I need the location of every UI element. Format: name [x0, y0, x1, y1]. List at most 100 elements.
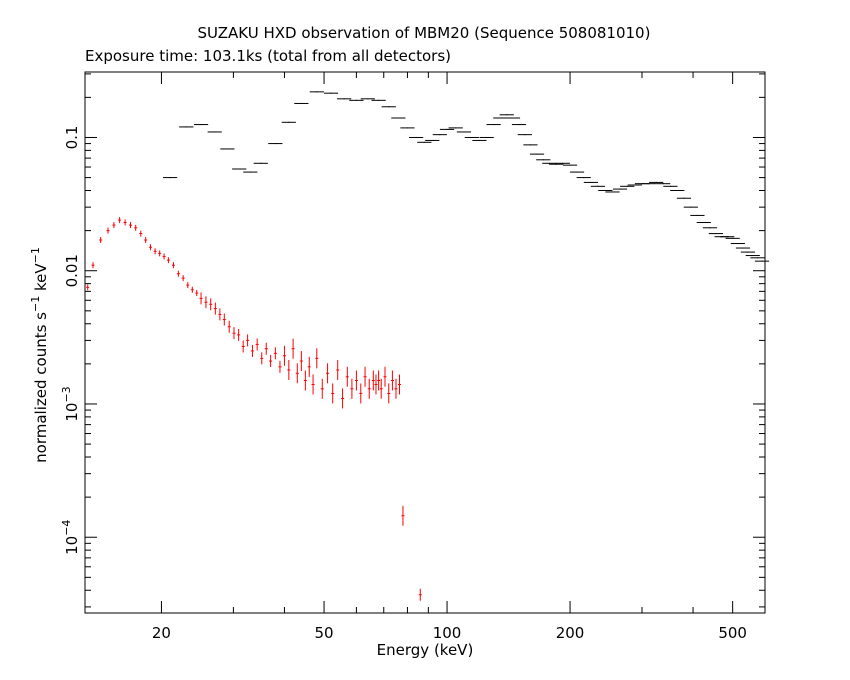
data-point [213, 302, 217, 315]
data-point [241, 340, 245, 353]
plot-frame [84, 71, 766, 614]
data-point [311, 374, 315, 395]
data-point [162, 253, 166, 260]
data-point [106, 227, 110, 234]
data-point [562, 164, 578, 166]
data-point [281, 121, 296, 123]
data-point [381, 106, 396, 108]
data-point [323, 92, 339, 94]
data-point [583, 181, 599, 183]
data-point [129, 222, 133, 229]
data-point [425, 139, 440, 141]
data-point [350, 378, 354, 399]
data-point [663, 185, 678, 187]
data-point [656, 183, 671, 185]
data-point [148, 244, 152, 251]
data-point [696, 222, 711, 224]
data-point [295, 363, 299, 384]
data-point [345, 366, 349, 387]
data-point [432, 134, 447, 136]
data-point [199, 292, 203, 305]
data-point [307, 356, 311, 377]
data-point [144, 237, 148, 244]
data-point [190, 286, 194, 293]
data-point [730, 243, 745, 245]
data-point [181, 275, 185, 282]
data-point [754, 260, 770, 262]
data-point [670, 190, 685, 192]
data-point [255, 338, 259, 351]
data-point [179, 126, 194, 128]
data-point [486, 124, 501, 126]
data-point [708, 233, 724, 235]
data-point [367, 378, 371, 399]
data-point [273, 347, 277, 360]
data-point [725, 237, 740, 239]
chart-title: SUZAKU HXD observation of MBM20 (Sequenc… [198, 24, 651, 42]
data-point [379, 378, 383, 399]
data-point [287, 359, 291, 380]
y-tick-label: 10−4 [60, 520, 81, 555]
x-tick-label: 50 [314, 624, 333, 642]
data-point [232, 168, 247, 170]
data-point [349, 99, 364, 101]
data-point [511, 124, 527, 126]
data-point [401, 505, 405, 526]
data-point [227, 320, 231, 333]
data-point [523, 144, 538, 146]
y-tick-label-exponent: −4 [60, 520, 73, 536]
data-point [377, 370, 381, 391]
y-axis-ticks [85, 73, 765, 608]
data-point [620, 185, 635, 187]
data-point [153, 248, 157, 255]
x-axis-ticks [160, 72, 766, 613]
data-point [641, 183, 657, 185]
data-point [326, 363, 330, 384]
data-point [390, 370, 394, 391]
data-point [394, 378, 398, 399]
data-point [360, 98, 375, 100]
data-point [278, 360, 282, 373]
data-point [337, 98, 352, 100]
data-point [331, 383, 335, 404]
data-point [268, 143, 283, 145]
data-point [86, 284, 90, 291]
data-point [417, 141, 432, 143]
x-axis-label: Energy (keV) [377, 641, 474, 659]
data-point [294, 102, 309, 104]
data-point [605, 191, 620, 193]
chart-subtitle: Exposure time: 103.1ks (total from all d… [85, 47, 451, 65]
data-point [309, 91, 324, 93]
y-axis-label-mid: keV [32, 263, 50, 296]
y-tick-label-exponent: −3 [60, 386, 73, 402]
data-point [118, 217, 122, 224]
data-point [336, 359, 340, 380]
data-point [683, 206, 698, 208]
data-point [166, 257, 170, 264]
data-point [195, 290, 199, 297]
data-point [383, 366, 387, 387]
data-point [237, 328, 241, 341]
data-point [243, 171, 258, 173]
data-point [193, 124, 209, 126]
data-point [260, 352, 264, 365]
y-tick-label: 0.1 [63, 126, 81, 150]
y-axis-label-sup1: −1 [29, 296, 42, 312]
data-point [740, 251, 756, 253]
data-point [359, 383, 363, 404]
data-point [315, 348, 319, 369]
data-point [123, 219, 127, 226]
data-point [320, 378, 324, 399]
y-tick-label-base: 10 [63, 403, 81, 422]
data-point [222, 313, 226, 326]
data-point [371, 99, 386, 101]
data-point [418, 588, 422, 601]
x-tick-label: 500 [718, 624, 747, 642]
data-point [505, 117, 521, 119]
data-point [464, 136, 479, 138]
data-point [448, 127, 463, 129]
data-point [702, 227, 718, 229]
data-point [493, 117, 508, 119]
data-point [341, 388, 345, 409]
data-point [590, 185, 606, 187]
